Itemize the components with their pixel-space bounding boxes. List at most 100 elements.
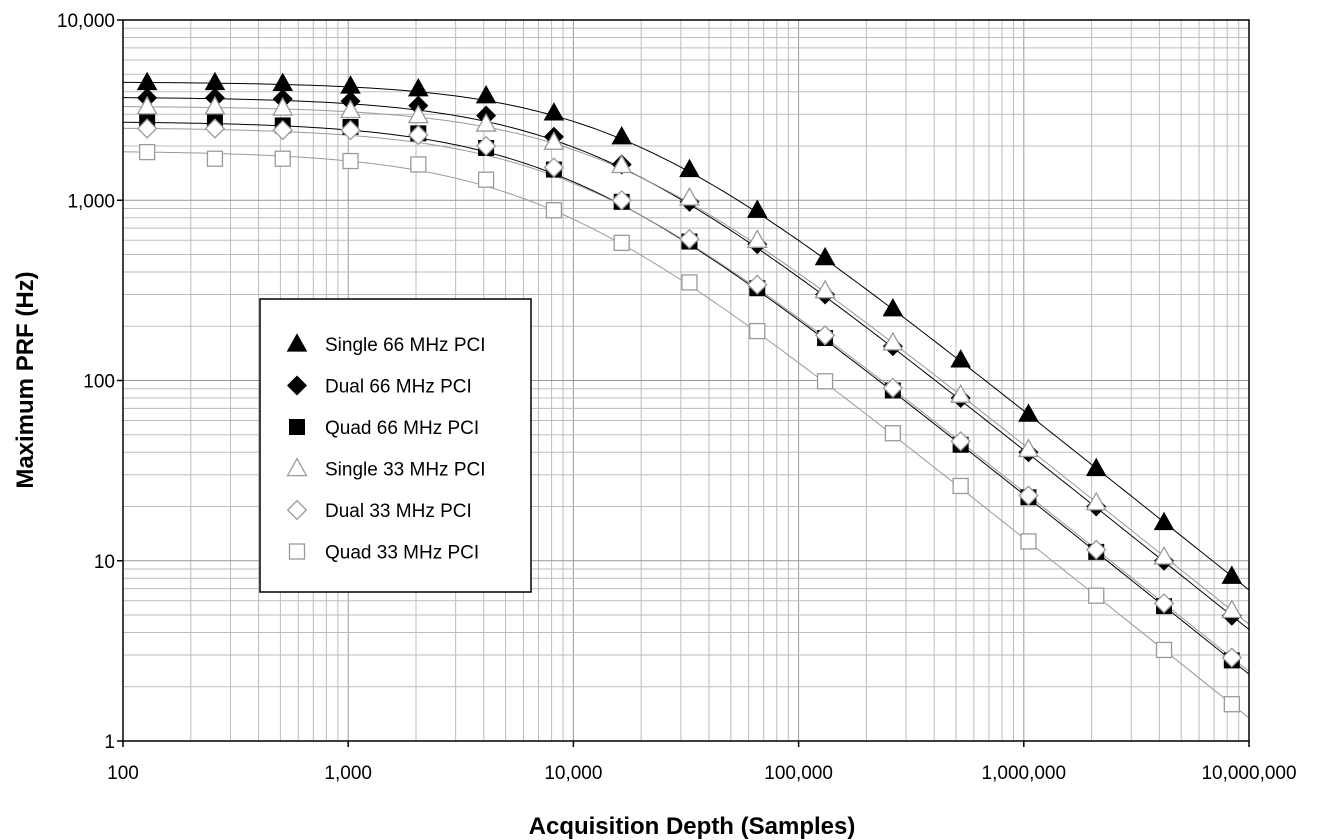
data-point xyxy=(339,99,362,119)
x-tick-label: 100 xyxy=(107,763,139,784)
legend-marker xyxy=(286,499,308,521)
data-point xyxy=(950,349,971,368)
data-point xyxy=(1088,587,1105,604)
y-axis-title: Maximum PRF (Hz) xyxy=(12,271,39,488)
data-point xyxy=(543,102,565,121)
data-point xyxy=(340,119,361,141)
legend-item: Single 33 MHz PCI xyxy=(286,457,486,481)
series-markers xyxy=(136,71,1243,713)
data-point xyxy=(475,112,497,132)
data-point xyxy=(611,154,633,174)
y-tick-label: 10 xyxy=(94,552,115,573)
legend-label: Single 33 MHz PCI xyxy=(325,460,486,481)
data-point xyxy=(138,143,156,161)
data-point xyxy=(1085,457,1107,477)
y-tick-label: 1,000 xyxy=(67,191,115,212)
data-point xyxy=(545,202,563,219)
data-point xyxy=(1221,647,1243,668)
legend-marker xyxy=(286,375,308,396)
data-point xyxy=(1020,533,1037,550)
data-point xyxy=(679,158,700,178)
legend-label: Single 66 MHz PCI xyxy=(325,335,486,356)
legend-marker xyxy=(289,419,305,435)
data-point xyxy=(1153,593,1175,614)
x-tick-label: 10,000,000 xyxy=(1201,763,1296,784)
data-point xyxy=(1018,485,1039,506)
data-point xyxy=(136,95,158,115)
data-point xyxy=(613,234,630,252)
data-point xyxy=(1153,545,1175,565)
data-point xyxy=(882,377,904,399)
data-point xyxy=(746,229,768,248)
data-point xyxy=(952,477,969,495)
data-point xyxy=(746,199,768,218)
legend-label: Dual 66 MHz PCI xyxy=(325,377,472,398)
data-point xyxy=(475,84,497,104)
y-tick-label: 10,000 xyxy=(57,11,115,32)
data-point xyxy=(884,425,902,442)
data-point xyxy=(950,383,972,403)
data-point xyxy=(814,246,836,266)
data-point xyxy=(1085,491,1107,511)
data-point xyxy=(1086,539,1107,561)
data-point xyxy=(816,373,834,390)
data-point xyxy=(206,150,224,167)
data-point xyxy=(543,157,565,178)
tick-labels: 100 1,000 10,000 100,000 1,000,000 10,000,000… xyxy=(57,11,1297,784)
data-point xyxy=(1221,599,1243,619)
legend-item: Single 66 MHz PCI xyxy=(286,333,486,356)
data-point xyxy=(611,125,632,145)
x-tick-label: 1,000 xyxy=(324,763,372,784)
data-point xyxy=(410,156,427,173)
series-0-points xyxy=(136,71,1243,584)
data-point xyxy=(407,104,429,124)
axes xyxy=(117,19,1250,747)
x-tick-label: 100,000 xyxy=(764,763,833,784)
data-point xyxy=(272,72,294,91)
data-point xyxy=(679,228,700,250)
data-point xyxy=(408,124,429,146)
data-point xyxy=(274,150,291,167)
data-point xyxy=(749,322,766,340)
data-point xyxy=(814,279,836,299)
data-point xyxy=(204,118,226,139)
legend-item: Dual 66 MHz PCI xyxy=(286,375,472,398)
legend-item: Quad 33 MHz PCI xyxy=(288,543,479,564)
y-tick-label: 1 xyxy=(104,732,115,753)
series-5-points xyxy=(138,143,1240,713)
data-point xyxy=(204,71,226,91)
data-point xyxy=(408,78,429,97)
data-point xyxy=(342,152,359,170)
data-point xyxy=(136,71,158,91)
data-point xyxy=(340,75,361,94)
data-point xyxy=(543,131,565,150)
x-tick-label: 10,000 xyxy=(544,763,602,784)
data-point xyxy=(1223,696,1240,713)
data-point xyxy=(681,274,698,291)
data-point xyxy=(204,95,226,115)
data-point xyxy=(882,297,904,317)
x-tick-label: 1,000,000 xyxy=(982,763,1067,784)
series-4-points xyxy=(136,118,1243,668)
legend-label: Dual 33 MHz PCI xyxy=(325,501,472,522)
x-axis-title: Acquisition Depth (Samples) xyxy=(529,813,856,840)
legend-label: Quad 33 MHz PCI xyxy=(325,543,479,564)
data-point xyxy=(136,118,158,139)
data-point xyxy=(1018,403,1039,422)
data-point xyxy=(882,331,904,351)
data-point xyxy=(678,186,701,206)
data-point xyxy=(950,431,971,452)
legend: Single 66 MHz PCI Dual 66 MHz PCI Quad 66 … xyxy=(259,298,532,593)
series-3-points xyxy=(136,95,1243,619)
data-point xyxy=(611,190,632,211)
legend-label: Quad 66 MHz PCI xyxy=(325,418,479,439)
data-point xyxy=(747,274,768,295)
legend-marker xyxy=(286,333,308,352)
y-tick-label: 100 xyxy=(83,372,115,393)
data-point xyxy=(475,135,497,157)
legend-item: Dual 33 MHz PCI xyxy=(286,499,472,522)
data-point xyxy=(814,325,836,346)
data-point xyxy=(1153,511,1175,531)
legend-item: Quad 66 MHz PCI xyxy=(289,418,479,439)
